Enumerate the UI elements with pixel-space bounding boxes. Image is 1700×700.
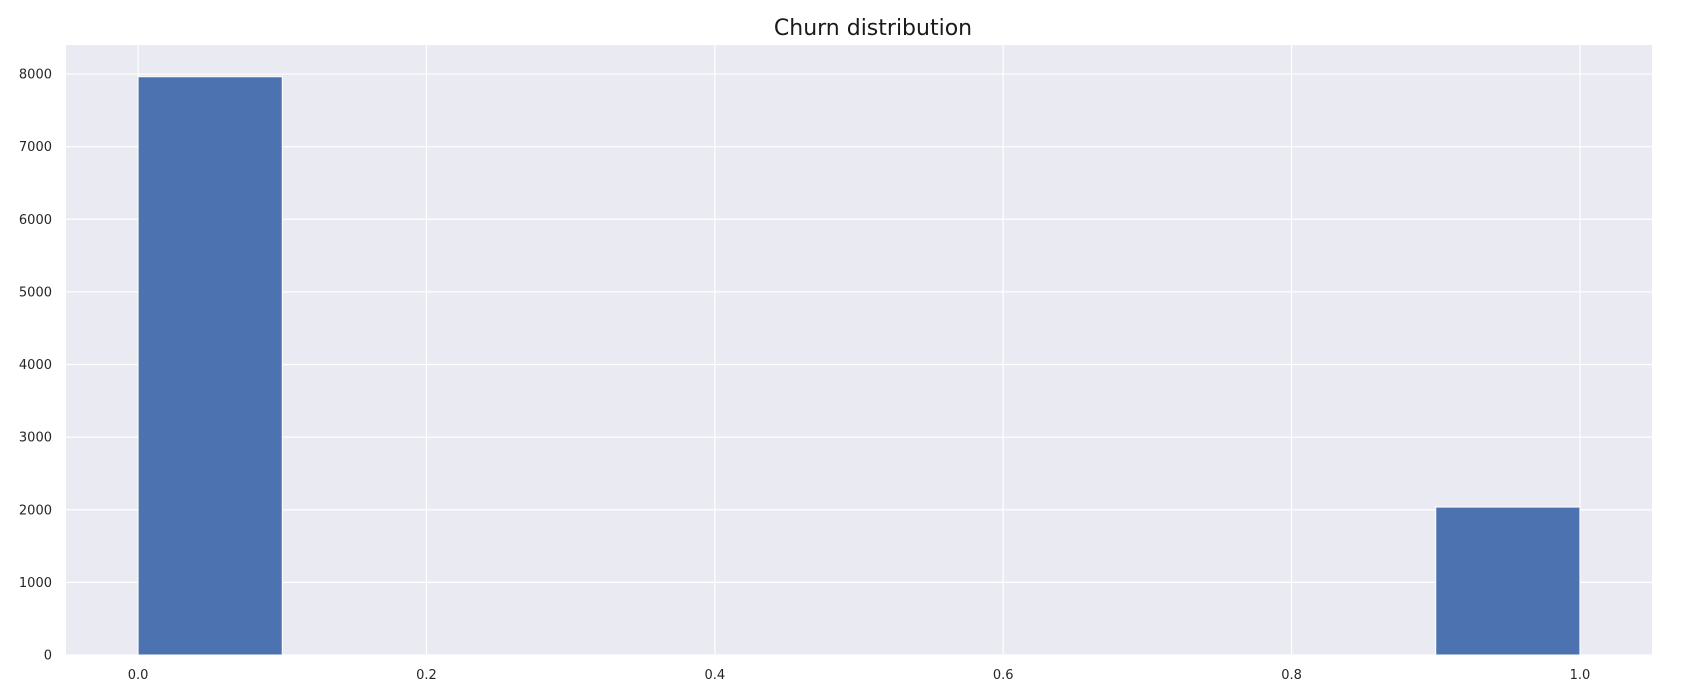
y-tick-label: 4000	[19, 358, 52, 373]
y-axis-ticks: 0 1000 2000 3000 4000 5000 6000 7000 8000	[19, 68, 52, 664]
grid-lines	[66, 45, 1652, 656]
y-tick-label: 2000	[19, 503, 52, 518]
y-tick-label: 7000	[19, 140, 52, 155]
x-tick-label: 0.2	[416, 668, 437, 683]
y-tick-label: 1000	[19, 576, 52, 591]
x-tick-label: 0.0	[128, 668, 149, 683]
y-tick-label: 8000	[19, 68, 52, 83]
x-tick-label: 0.4	[704, 668, 725, 683]
x-axis-ticks: 0.0 0.2 0.4 0.6 0.8 1.0	[128, 668, 1591, 683]
histogram-bar-9	[1435, 506, 1581, 656]
x-tick-label: 1.0	[1570, 668, 1591, 683]
bars	[137, 76, 1581, 656]
y-tick-label: 6000	[19, 213, 52, 228]
chart-title: Churn distribution	[774, 16, 972, 41]
x-tick-label: 0.6	[993, 668, 1014, 683]
histogram-bar-0	[137, 76, 283, 656]
plot-background	[66, 45, 1652, 655]
y-tick-label: 5000	[19, 285, 52, 300]
x-tick-label: 0.8	[1281, 668, 1302, 683]
y-tick-label: 3000	[19, 431, 52, 446]
y-tick-label: 0	[44, 649, 52, 664]
